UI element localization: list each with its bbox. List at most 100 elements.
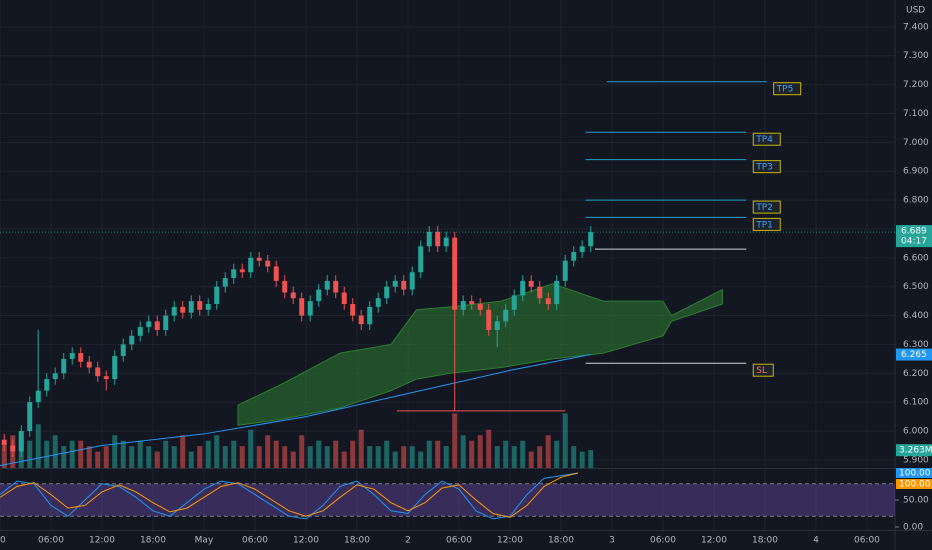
candle-body [52, 373, 58, 380]
candle-body [163, 315, 169, 330]
x-tick-label: 2 [405, 536, 411, 546]
volume-bar [316, 440, 322, 468]
level-label: TP1 [755, 220, 773, 230]
volume-bar [95, 451, 101, 468]
volume-bar [392, 451, 398, 468]
volume-bar [528, 451, 534, 468]
candle-body [197, 301, 203, 310]
volume-bar [290, 451, 296, 468]
oscillator-band [0, 483, 895, 517]
volume-bar [460, 435, 466, 468]
volume-bar [197, 446, 203, 468]
volume-bar [333, 440, 339, 468]
currency-label: USD [906, 6, 925, 16]
countdown-label: 04:17 [901, 237, 927, 247]
ema-tag [896, 348, 932, 361]
volume-tag [896, 444, 932, 457]
x-tick-label: 18:00 [548, 536, 574, 546]
candle-body [571, 252, 577, 261]
candle-body [418, 246, 424, 273]
volume-bar [129, 446, 135, 468]
candle-body [520, 280, 526, 296]
osc-tag-label: 100.00 [899, 469, 931, 479]
candle-body [316, 289, 322, 302]
volume-bar [358, 429, 364, 468]
candle-body [494, 321, 500, 330]
candle-body [120, 344, 126, 356]
volume-bar [44, 440, 50, 468]
candle-body [333, 280, 339, 293]
candle-body [137, 327, 143, 336]
candle-body [486, 309, 492, 330]
candle-body [350, 304, 356, 316]
volume-bar [418, 451, 424, 468]
volume-bar [401, 446, 407, 468]
volume-bar [231, 440, 237, 468]
level-label-box [752, 160, 781, 174]
candle-body [452, 237, 458, 310]
candle-body [384, 286, 390, 299]
candle-body [231, 269, 237, 279]
osc-tag [896, 479, 932, 489]
volume-bar [435, 440, 441, 468]
volume-bar [307, 446, 313, 468]
candle-body [324, 280, 330, 290]
candle-body [171, 306, 177, 316]
candle-body [358, 315, 364, 325]
volume-bar [384, 440, 390, 468]
volume-bar [35, 424, 41, 468]
level-label-box [773, 82, 802, 96]
y-tick-label: 6.500 [903, 282, 929, 292]
y-tick-label: 6.400 [903, 311, 929, 321]
x-tick-label: 06:00 [242, 536, 268, 546]
price-tag-label: 6.689 [901, 227, 927, 237]
candle-body [307, 301, 313, 316]
candle-body [443, 237, 449, 247]
candle-body [435, 231, 441, 247]
volume-bar [1, 446, 7, 468]
osc-tag-label: 100.00 [899, 480, 931, 490]
volume-bar [537, 446, 543, 468]
candle-body [528, 280, 534, 287]
volume-tag-label: 3.263M [899, 446, 932, 456]
volume-bar [367, 446, 373, 468]
ichimoku-cloud [237, 283, 723, 426]
x-tick-label: May [195, 536, 214, 546]
candle-body [588, 232, 594, 247]
candle-body [27, 402, 33, 432]
candle-body [299, 298, 305, 316]
candle-body [460, 301, 466, 310]
candle-body [367, 306, 373, 325]
x-tick-label: 3 [609, 536, 615, 546]
volume-bar [588, 450, 594, 468]
candle-body [129, 335, 135, 345]
volume-bar [545, 435, 551, 468]
ema-line [0, 354, 591, 467]
volume-bar [69, 440, 75, 468]
volume-bar [163, 440, 169, 468]
volume-bar [273, 440, 279, 468]
volume-bar [188, 451, 194, 468]
x-tick-label: 06:00 [38, 536, 64, 546]
candle-body [10, 445, 16, 452]
volume-bar [205, 440, 211, 468]
candle-body [35, 390, 41, 403]
x-tick-label: 30 [0, 536, 6, 546]
x-tick-label: 12:00 [89, 536, 115, 546]
volume-bar [341, 451, 347, 468]
level-label-box [752, 363, 774, 377]
x-tick-label: 06:00 [854, 536, 880, 546]
y-tick-label: 6.000 [903, 427, 929, 437]
volume-bar [78, 440, 84, 468]
y-tick-label: 6.900 [903, 167, 929, 177]
level-label: TP5 [776, 85, 794, 95]
level-label-box [752, 132, 781, 146]
candle-body [401, 280, 407, 290]
candle-body [44, 379, 50, 391]
candle-body [78, 353, 84, 362]
volume-bar [282, 446, 288, 468]
x-tick-label: 12:00 [293, 536, 319, 546]
level-label-box [752, 217, 781, 231]
y-tick-label: 7.000 [903, 138, 929, 148]
